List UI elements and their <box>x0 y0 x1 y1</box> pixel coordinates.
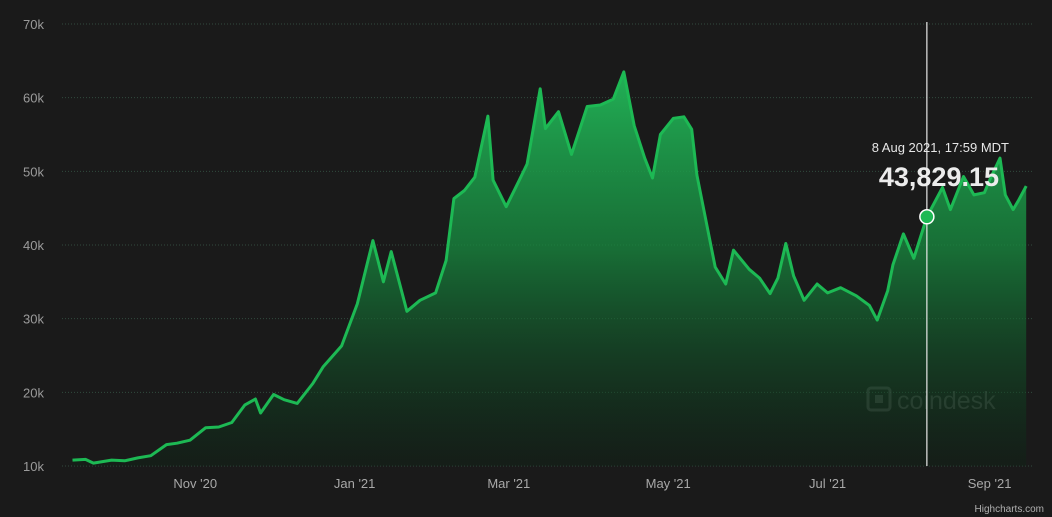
y-tick-label: 10k <box>23 459 44 474</box>
x-tick-label: Mar '21 <box>487 476 530 491</box>
highcharts-credit[interactable]: Highcharts.com <box>975 504 1044 515</box>
y-tick-label: 70k <box>23 17 44 32</box>
tooltip-date: 8 Aug 2021, 17:59 MDT <box>872 140 1009 155</box>
tooltip-value: 43,829.15 <box>879 162 999 192</box>
y-axis: 10k 20k 30k 40k 50k 60k 70k <box>23 17 44 474</box>
x-tick-label: Sep '21 <box>968 476 1012 491</box>
x-axis: Nov '20 Jan '21 Mar '21 May '21 Jul '21 Sep '… <box>173 476 1011 491</box>
price-line[interactable] <box>72 70 1028 465</box>
hover-marker <box>919 22 935 466</box>
y-tick-label: 40k <box>23 238 44 253</box>
x-tick-label: May '21 <box>646 476 691 491</box>
y-tick-label: 30k <box>23 312 44 327</box>
y-tick-label: 60k <box>23 91 44 106</box>
x-tick-label: Jan '21 <box>334 476 376 491</box>
x-tick-label: Nov '20 <box>173 476 217 491</box>
x-tick-label: Jul '21 <box>809 476 846 491</box>
price-area-fill <box>72 71 1027 467</box>
y-tick-label: 50k <box>23 164 44 179</box>
tooltip: 8 Aug 2021, 17:59 MDT 43,829.15 <box>872 140 1009 192</box>
hover-point[interactable] <box>919 209 935 225</box>
y-tick-label: 20k <box>23 385 44 400</box>
